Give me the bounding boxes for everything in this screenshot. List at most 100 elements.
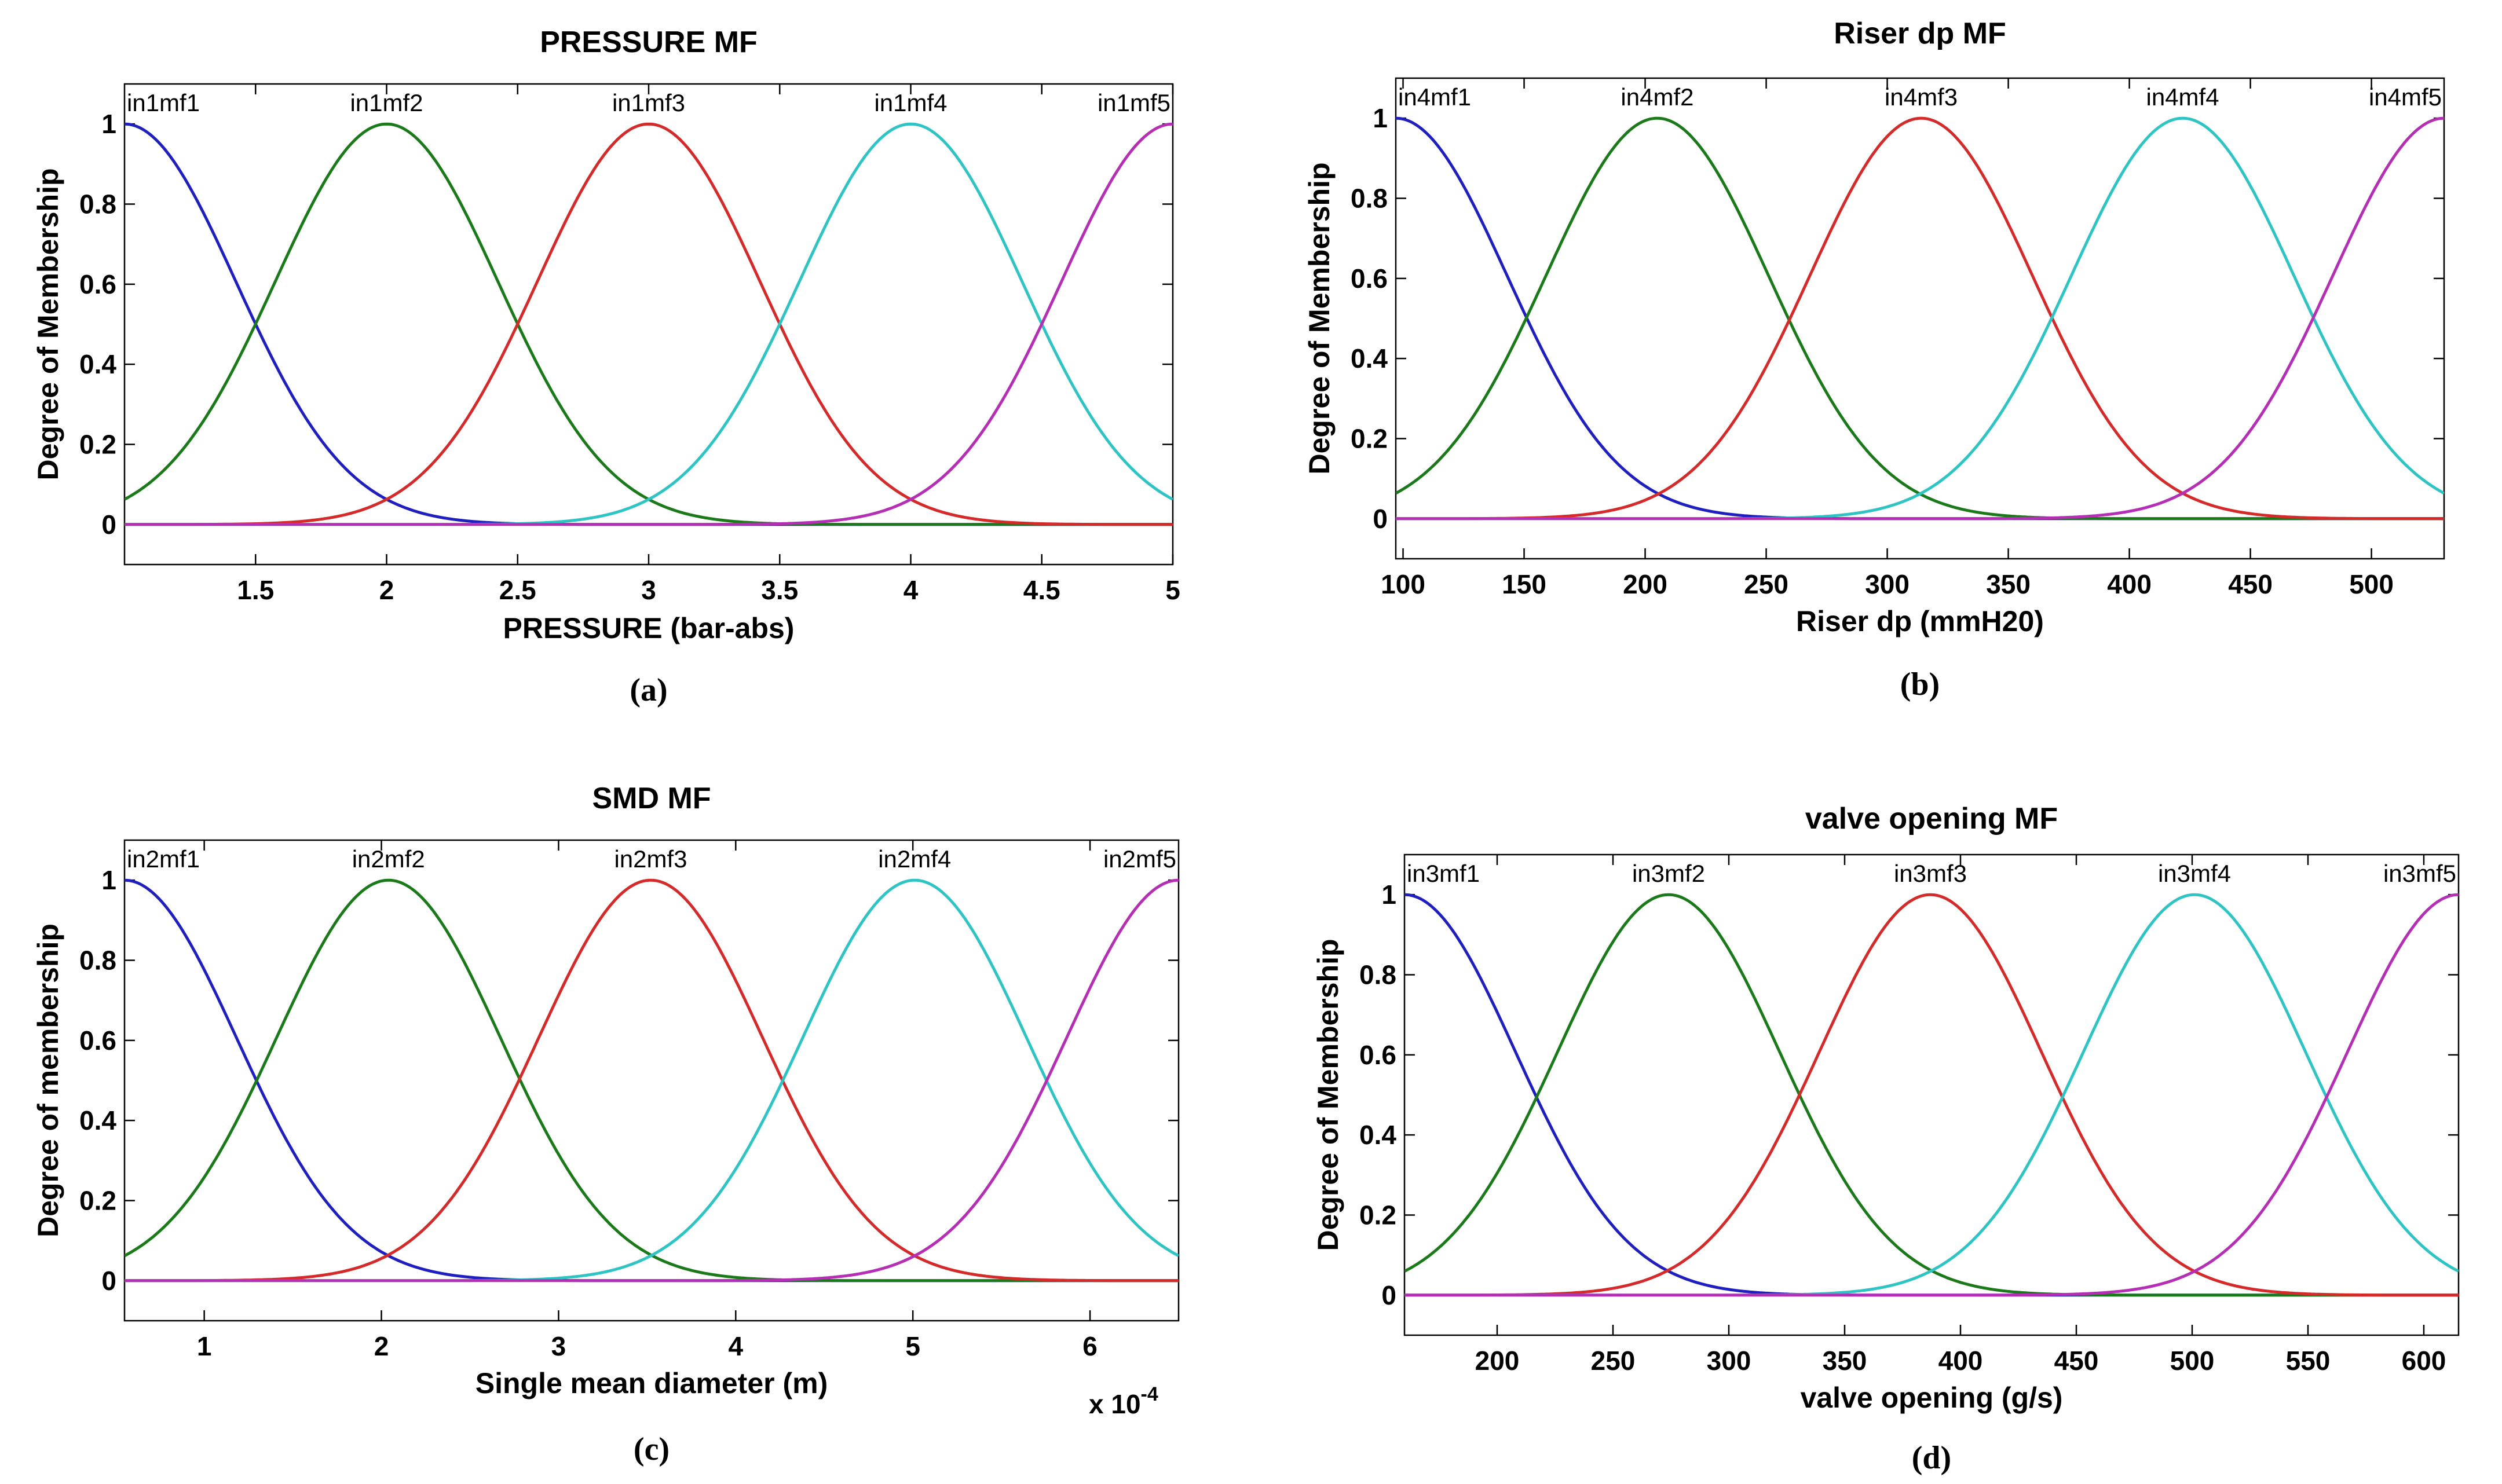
y-tick-label: 0 (101, 510, 116, 540)
plot-area (123, 839, 1180, 1322)
chart-svg: Riser dp MF 0 0.2 0.4 0.6 0.8 1 100 150 200 250 300… (1303, 17, 2445, 702)
y-tick-label: 0.4 (1351, 343, 1388, 373)
series-label: in3mf4 (2158, 860, 2231, 887)
x-tick-label: 100 (1381, 569, 1425, 599)
x-tick-label: 150 (1502, 569, 1546, 599)
panel-caption: (a) (630, 672, 667, 708)
x-tick-label: 3 (551, 1331, 566, 1361)
chart-panel-3: SMD MF 0 0.2 0.4 0.6 0.8 1 1 2 3 4 5 6 Single mean di… (0, 742, 1251, 1483)
x-tick-label: 400 (1938, 1346, 1983, 1376)
series-line-in4mf3 (1396, 116, 2444, 521)
y-tick-label: 0.8 (1359, 960, 1396, 990)
chart-svg: valve opening MF 0 0.2 0.4 0.6 0.8 1 200 250 300 3… (1312, 802, 2460, 1476)
y-axis-label: Degree of Membership (1312, 939, 1344, 1251)
series-label: in3mf5 (2383, 860, 2456, 887)
y-tick-label: 0.2 (79, 430, 116, 460)
x-tick-label: 450 (2228, 569, 2273, 599)
y-tick-label: 0 (1381, 1280, 1396, 1310)
x-tick-label: 4.5 (1023, 575, 1060, 605)
series-label: in2mf2 (352, 845, 425, 873)
x-tick-label: 550 (2286, 1346, 2331, 1376)
series-line-in4mf5 (1396, 116, 2444, 521)
series-label: in1mf2 (350, 89, 423, 116)
chart-panel-2: Riser dp MF 0 0.2 0.4 0.6 0.8 1 100 150 200 250 300… (1251, 0, 2502, 742)
y-tick-label: 0 (1373, 504, 1388, 534)
x-tick-label: 500 (2170, 1346, 2215, 1376)
x-exponent-base: x 10 (1089, 1389, 1141, 1419)
y-tick-label: 0.8 (79, 189, 116, 219)
series-label: in1mf3 (612, 89, 685, 116)
x-tick-label: 600 (2402, 1346, 2446, 1376)
y-tick-label: 0.8 (1351, 184, 1388, 214)
plot-area (123, 83, 1174, 566)
chart-title: valve opening MF (1805, 802, 2058, 836)
chart-title: PRESSURE MF (540, 25, 758, 59)
plot-area (1395, 77, 2445, 560)
plot-area (1403, 853, 2460, 1336)
chart-svg: PRESSURE MF 0 0.2 0.4 0.6 0.8 1 1.5 2 2.5 3 3.5 4 4.5… (32, 25, 1180, 708)
x-tick-label: 3.5 (761, 575, 798, 605)
series-line-in2mf5 (125, 878, 1179, 1283)
y-tick-label: 0.4 (79, 1105, 116, 1135)
series-label: in1mf4 (874, 89, 947, 116)
series-label: in2mf4 (878, 845, 951, 873)
y-tick-label: 0.8 (79, 946, 116, 976)
series-label: in1mf1 (127, 89, 200, 116)
x-tick-label: 200 (1475, 1346, 1520, 1376)
x-tick-label: 4 (904, 575, 919, 605)
y-tick-label: 0.6 (79, 269, 116, 299)
x-exponent-label: x 10-4 (1089, 1383, 1158, 1419)
chart-panel-1: PRESSURE MF 0 0.2 0.4 0.6 0.8 1 1.5 2 2.5 3 3.5 4 4.5… (0, 0, 1251, 742)
x-axis-label: Single mean diameter (m) (475, 1367, 828, 1399)
series-line-in2mf3 (125, 878, 1179, 1283)
series-label: in4mf3 (1885, 83, 1958, 111)
series-label: in2mf1 (127, 845, 200, 873)
x-tick-label: 2.5 (499, 575, 536, 605)
panel-caption: (d) (1912, 1440, 1951, 1476)
x-tick-label: 450 (2054, 1346, 2099, 1376)
y-axis-label: Degree of Membership (1303, 162, 1336, 474)
series-line-in3mf3 (1404, 893, 2459, 1297)
series-label: in4mf2 (1621, 83, 1693, 111)
x-tick-label: 5 (905, 1331, 920, 1361)
y-tick-label: 1 (101, 865, 116, 895)
y-axis-label: Degree of membership (32, 924, 64, 1237)
panel-caption: (c) (634, 1431, 670, 1467)
y-axis-label: Degree of Membership (32, 168, 64, 480)
x-tick-label: 250 (1591, 1346, 1636, 1376)
y-tick-label: 1 (1381, 880, 1396, 910)
series-label: in2mf5 (1103, 845, 1176, 873)
x-tick-label: 300 (1865, 569, 1910, 599)
y-tick-label: 0 (101, 1266, 116, 1296)
y-tick-label: 1 (101, 109, 116, 139)
x-tick-label: 3 (641, 575, 656, 605)
x-tick-label: 1.5 (237, 575, 274, 605)
y-tick-label: 0.2 (1351, 424, 1388, 454)
x-exponent-power: -4 (1141, 1383, 1158, 1405)
y-tick-label: 1 (1373, 103, 1388, 133)
panel-caption: (b) (1900, 666, 1940, 702)
chart-title: SMD MF (592, 782, 711, 815)
series-label: in3mf1 (1407, 860, 1480, 887)
x-tick-label: 350 (1823, 1346, 1867, 1376)
series-label: in4mf1 (1398, 83, 1471, 111)
y-tick-label: 0.2 (79, 1186, 116, 1216)
x-tick-label: 300 (1707, 1346, 1751, 1376)
x-tick-label: 4 (728, 1331, 743, 1361)
series-line-in1mf3 (125, 122, 1173, 526)
series-label: in4mf4 (2146, 83, 2219, 111)
series-label: in3mf3 (1894, 860, 1967, 887)
x-axis-label: Riser dp (mmH20) (1796, 605, 2044, 637)
y-tick-label: 0.6 (1359, 1040, 1396, 1070)
x-tick-label: 2 (379, 575, 394, 605)
x-tick-label: 350 (1986, 569, 2031, 599)
x-axis-label: PRESSURE (bar-abs) (503, 612, 795, 644)
x-tick-label: 500 (2349, 569, 2394, 599)
series-line-in1mf5 (125, 122, 1173, 526)
y-tick-label: 0.6 (1351, 263, 1388, 294)
x-tick-label: 1 (197, 1331, 212, 1361)
x-axis-label: valve opening (g/s) (1801, 1382, 2063, 1414)
series-label: in2mf3 (614, 845, 687, 873)
chart-svg: SMD MF 0 0.2 0.4 0.6 0.8 1 1 2 3 4 5 6 Single mean di… (32, 782, 1180, 1467)
chart-panel-4: valve opening MF 0 0.2 0.4 0.6 0.8 1 200 250 300 3… (1251, 742, 2502, 1483)
